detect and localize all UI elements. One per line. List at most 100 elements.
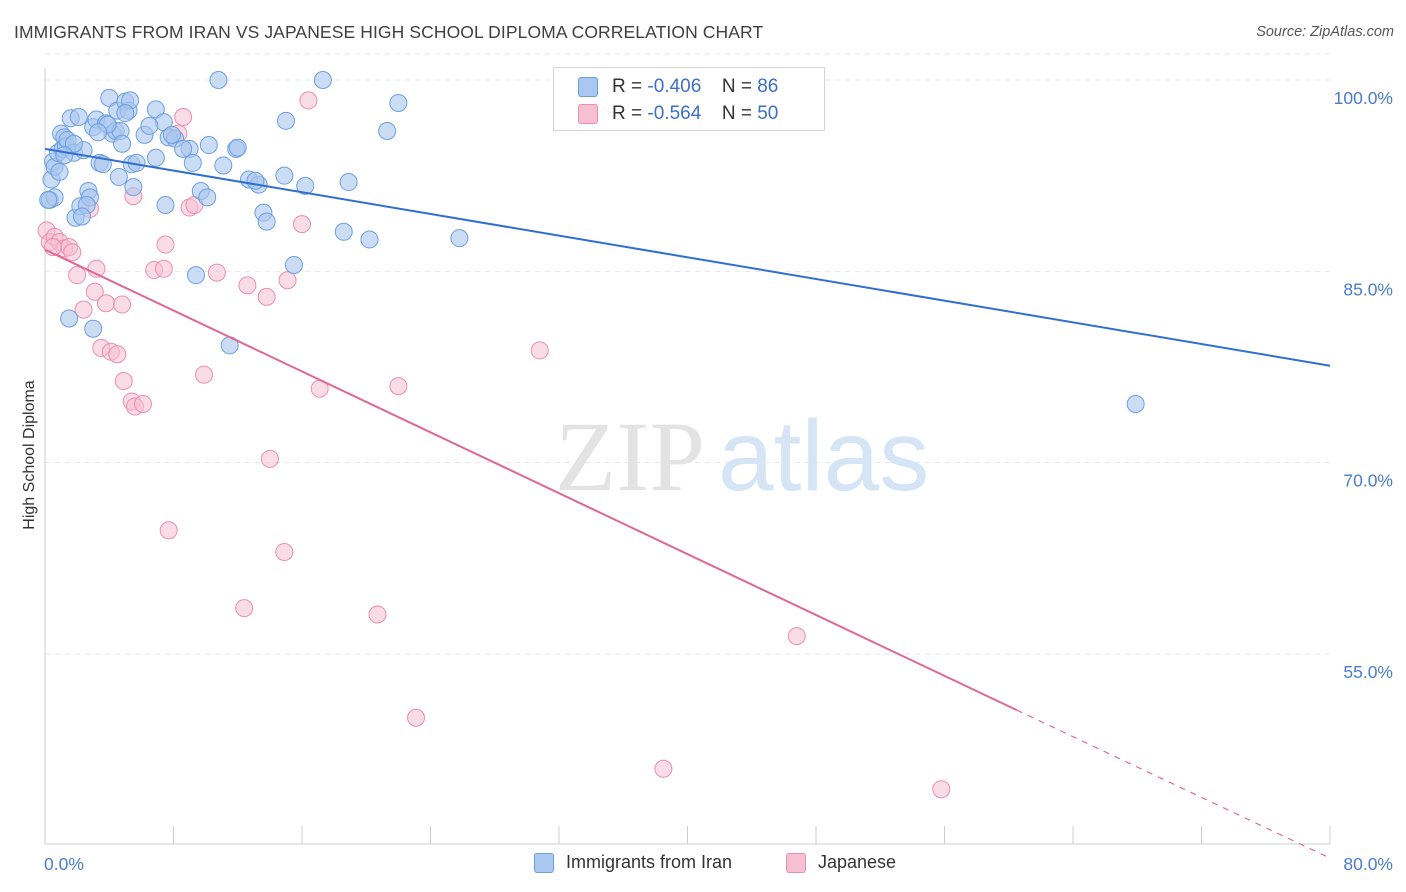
- y-tick-label: 100.0%: [1334, 88, 1393, 108]
- iran-point[interactable]: [198, 188, 217, 207]
- iran-point[interactable]: [55, 146, 74, 165]
- japanese-point[interactable]: [74, 300, 93, 319]
- iran-point[interactable]: [162, 125, 181, 144]
- japanese-point[interactable]: [257, 287, 276, 306]
- japanese-point[interactable]: [207, 263, 226, 282]
- iran-point[interactable]: [257, 212, 276, 231]
- watermark: ZIP atlas: [555, 400, 929, 512]
- japanese-point[interactable]: [156, 235, 175, 254]
- japanese-point[interactable]: [159, 521, 178, 540]
- iran-point[interactable]: [39, 190, 58, 209]
- legend-item-iran: Immigrants from Iran: [534, 852, 732, 873]
- iran-legend-swatch-icon: [534, 852, 554, 873]
- y-tick-label: 55.0%: [1343, 662, 1393, 682]
- japanese-point[interactable]: [235, 599, 254, 618]
- legend-row-japanese: R = -0.564 N = 50: [578, 101, 778, 127]
- japanese-point[interactable]: [174, 107, 193, 126]
- legend-n-label: N =: [721, 76, 752, 97]
- japanese-point[interactable]: [275, 542, 294, 561]
- iran-point[interactable]: [146, 148, 165, 167]
- japanese-point[interactable]: [299, 91, 318, 110]
- chart-title: IMMIGRANTS FROM IRAN VS JAPANESE HIGH SC…: [14, 22, 764, 42]
- iran-point[interactable]: [199, 136, 218, 155]
- iran-point[interactable]: [378, 122, 397, 141]
- iran-point[interactable]: [450, 229, 469, 248]
- iran-point[interactable]: [116, 104, 135, 123]
- japanese-point[interactable]: [68, 266, 87, 285]
- iran-point[interactable]: [146, 100, 165, 119]
- iran-point[interactable]: [156, 196, 175, 215]
- japanese-point[interactable]: [260, 449, 279, 468]
- japanese-point[interactable]: [133, 394, 152, 413]
- japanese-trend-extension: [1016, 709, 1331, 859]
- iran-point[interactable]: [113, 134, 132, 153]
- japanese-point[interactable]: [63, 243, 82, 262]
- iran-point[interactable]: [1126, 394, 1145, 413]
- legend-label-iran: Immigrants from Iran: [566, 852, 733, 872]
- iran-point[interactable]: [246, 171, 265, 190]
- legend-item-japanese: Japanese: [786, 852, 896, 873]
- iran-point[interactable]: [360, 230, 379, 249]
- iran-point[interactable]: [50, 162, 69, 181]
- japanese-point[interactable]: [293, 215, 311, 234]
- iran-point[interactable]: [84, 319, 103, 338]
- iran-point[interactable]: [72, 207, 91, 226]
- iran-point[interactable]: [209, 71, 228, 89]
- japanese-point[interactable]: [932, 780, 951, 799]
- iran-points: [39, 71, 1145, 413]
- y-tick-label: 70.0%: [1343, 471, 1393, 491]
- x-tick-label-max: 80.0%: [1343, 854, 1393, 874]
- japanese-point[interactable]: [278, 271, 297, 290]
- iran-point[interactable]: [275, 166, 294, 185]
- iran-point[interactable]: [64, 134, 83, 153]
- iran-point[interactable]: [313, 71, 332, 89]
- japanese-point[interactable]: [97, 294, 116, 313]
- japanese-point[interactable]: [114, 372, 133, 391]
- iran-swatch-icon: [578, 77, 598, 97]
- watermark-atlas: atlas: [718, 400, 929, 512]
- iran-point[interactable]: [174, 139, 193, 158]
- japanese-point[interactable]: [654, 759, 673, 778]
- y-axis-label: High School Diploma: [21, 380, 38, 530]
- japanese-trend-line: [44, 248, 1018, 712]
- japanese-point[interactable]: [530, 341, 549, 360]
- japanese-swatch-icon: [578, 104, 598, 124]
- japanese-point[interactable]: [154, 259, 173, 278]
- y-tick-label: 85.0%: [1343, 279, 1393, 299]
- japanese-points: [37, 71, 951, 799]
- iran-point[interactable]: [296, 176, 315, 195]
- japanese-point[interactable]: [407, 708, 426, 727]
- japanese-point[interactable]: [108, 345, 127, 364]
- legend-row-iran: R = -0.406 N = 86: [578, 74, 778, 100]
- watermark-zip: ZIP: [555, 401, 705, 512]
- japanese-legend-swatch-icon: [786, 852, 806, 873]
- japanese-point[interactable]: [368, 605, 387, 624]
- iran-point[interactable]: [140, 116, 159, 135]
- japanese-point[interactable]: [195, 365, 214, 384]
- iran-point[interactable]: [89, 123, 108, 142]
- iran-point[interactable]: [276, 111, 295, 130]
- x-tick-label-min: 0.0%: [44, 854, 84, 874]
- series-legend: Immigrants from Iran Japanese: [0, 852, 1406, 878]
- iran-point[interactable]: [69, 107, 88, 126]
- y-tick-labels: 100.0% 85.0% 70.0% 55.0%: [1334, 88, 1393, 682]
- iran-point[interactable]: [284, 255, 303, 274]
- iran-point[interactable]: [186, 266, 205, 285]
- japanese-point[interactable]: [238, 276, 257, 295]
- japanese-point[interactable]: [85, 282, 104, 301]
- iran-point[interactable]: [60, 309, 79, 328]
- japanese-point[interactable]: [389, 377, 408, 396]
- iran-point[interactable]: [334, 222, 353, 241]
- iran-point[interactable]: [228, 138, 247, 157]
- iran-point[interactable]: [389, 93, 408, 112]
- japanese-point[interactable]: [113, 295, 132, 314]
- iran-point[interactable]: [183, 153, 202, 172]
- japanese-point[interactable]: [787, 627, 806, 646]
- iran-point[interactable]: [214, 156, 233, 175]
- x-tick-labels: 0.0% 80.0%: [44, 854, 1393, 874]
- legend-n-value: 50: [757, 103, 779, 124]
- iran-point[interactable]: [109, 167, 128, 186]
- iran-point[interactable]: [124, 178, 143, 197]
- iran-point[interactable]: [339, 173, 358, 192]
